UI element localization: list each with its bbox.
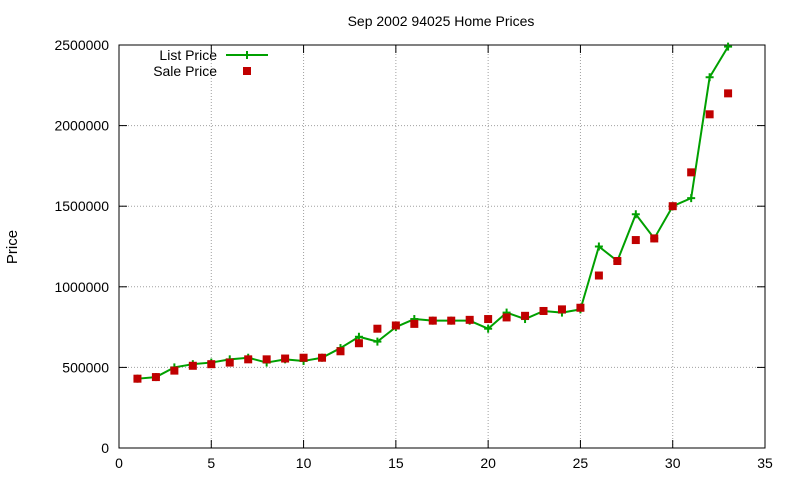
data-point (207, 360, 216, 369)
y-tick-label: 0 (101, 440, 109, 456)
y-tick-label: 2500000 (54, 37, 109, 53)
y-tick-label: 500000 (62, 359, 109, 375)
data-point (188, 361, 197, 370)
legend-marker (243, 51, 251, 59)
data-point (594, 242, 603, 251)
x-tick-label: 5 (207, 455, 215, 471)
data-point (687, 194, 696, 203)
x-tick-label: 10 (296, 455, 312, 471)
data-point (613, 257, 622, 266)
chart-title: Sep 2002 94025 Home Prices (348, 13, 535, 29)
data-point (724, 89, 733, 98)
data-point (447, 316, 456, 325)
data-point (133, 374, 142, 383)
data-point (318, 353, 327, 362)
legend-label: Sale Price (153, 63, 217, 79)
x-tick-label: 20 (480, 455, 496, 471)
data-point (299, 353, 308, 362)
data-point (631, 236, 640, 245)
series (133, 42, 733, 383)
x-tick-label: 35 (757, 455, 773, 471)
data-point (354, 339, 363, 348)
x-tick-label: 30 (665, 455, 681, 471)
data-point (631, 210, 640, 219)
data-point (244, 355, 253, 364)
data-point (391, 321, 400, 330)
data-point (225, 358, 234, 367)
data-point (170, 366, 179, 375)
data-point (484, 324, 493, 333)
data-point (281, 354, 290, 363)
data-point (373, 337, 382, 346)
data-point (502, 313, 511, 322)
data-point (410, 319, 419, 328)
series-sale-price (133, 89, 733, 383)
data-point (539, 306, 548, 315)
legend-item: Sale Price (153, 63, 251, 79)
x-tick-label: 25 (573, 455, 589, 471)
data-point (594, 271, 603, 280)
legend-marker (243, 67, 251, 75)
x-tick-label: 0 (115, 455, 123, 471)
data-point (724, 42, 733, 51)
legend-label: List Price (159, 47, 217, 63)
y-tick-label: 1500000 (54, 198, 109, 214)
x-tick-label: 15 (388, 455, 404, 471)
data-point (705, 110, 714, 119)
data-point (521, 311, 530, 320)
data-point (668, 202, 677, 211)
data-point (336, 347, 345, 356)
data-point (428, 316, 437, 325)
data-point (576, 303, 585, 312)
data-point (484, 315, 493, 324)
y-tick-label: 1000000 (54, 279, 109, 295)
plot-border (118, 44, 766, 449)
y-tick-label: 2000000 (54, 118, 109, 134)
data-point (373, 324, 382, 333)
data-point (650, 234, 659, 243)
data-point (465, 315, 474, 324)
legend-item: List Price (159, 47, 268, 63)
grid (119, 45, 765, 448)
y-axis-title: Price (4, 230, 21, 264)
axis-ticks: 0 5 10 15 20 25 30 35 0 500000 1000000 1500000 20000… (54, 37, 773, 471)
data-point (687, 168, 696, 177)
data-point (262, 355, 271, 364)
data-point (705, 73, 714, 82)
data-point (151, 373, 160, 382)
data-point (557, 305, 566, 314)
